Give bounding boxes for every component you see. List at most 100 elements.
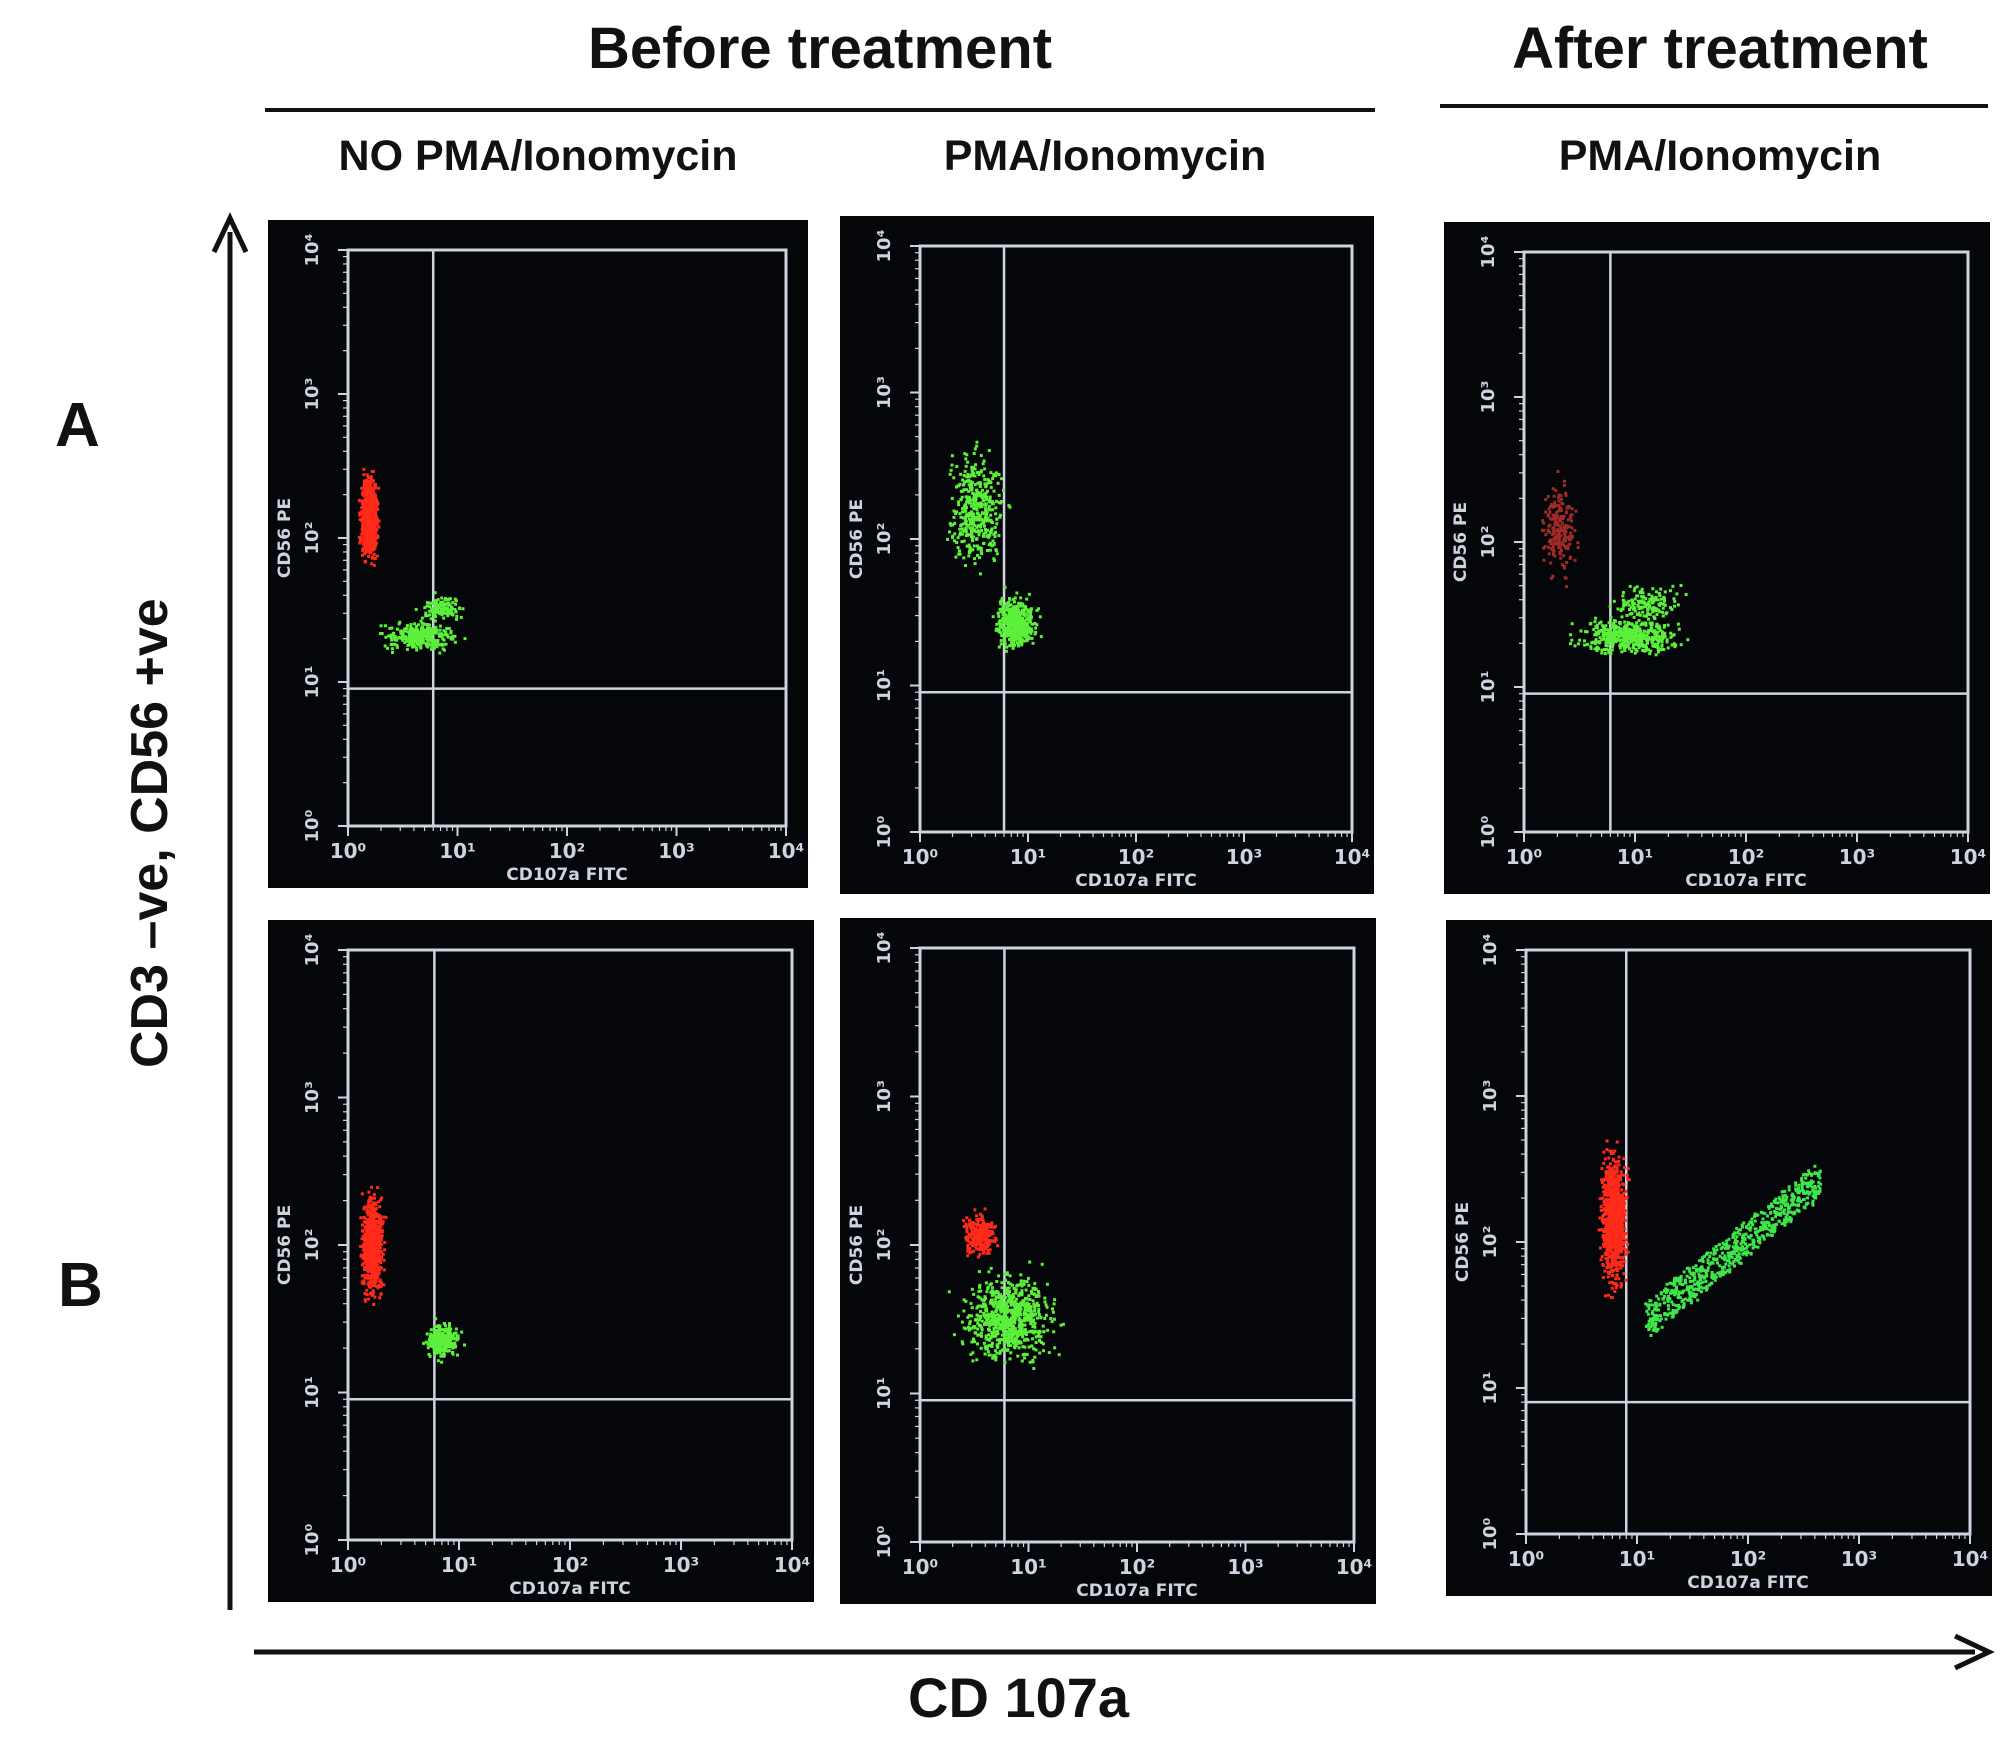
- event-dot: [984, 491, 988, 495]
- event-dot: [376, 1243, 380, 1247]
- event-dot: [1022, 1302, 1026, 1305]
- event-dot: [405, 639, 409, 643]
- event-dot: [365, 1267, 369, 1271]
- x-axis-title: CD107a FITC: [1685, 871, 1806, 891]
- event-dot: [991, 502, 995, 506]
- event-dot: [438, 628, 442, 632]
- event-dot: [434, 1317, 438, 1321]
- event-dot: [993, 1301, 996, 1305]
- event-dot: [989, 481, 993, 484]
- event-dot: [1663, 624, 1666, 627]
- event-dot: [961, 507, 965, 511]
- event-dot: [429, 636, 433, 639]
- column-header-pma-before: PMA/Ionomycin: [943, 132, 1267, 180]
- event-dot: [1565, 585, 1568, 589]
- event-dot: [436, 1350, 440, 1354]
- event-dot: [987, 504, 991, 508]
- event-dot: [964, 1222, 968, 1226]
- event-dot: [437, 634, 441, 638]
- event-dot: [978, 1231, 982, 1234]
- event-dot: [987, 1251, 991, 1255]
- event-dot: [1037, 1307, 1041, 1311]
- event-dot: [1622, 641, 1626, 645]
- event-dot: [1604, 638, 1608, 641]
- event-dot: [1007, 621, 1011, 625]
- event-dot: [971, 548, 975, 552]
- event-dot: [373, 1233, 377, 1237]
- event-dot: [986, 478, 990, 482]
- event-dot: [360, 527, 364, 531]
- event-dot: [1650, 607, 1654, 611]
- event-dot: [964, 1327, 968, 1331]
- event-dot: [968, 549, 972, 553]
- event-dot: [974, 1242, 978, 1246]
- event-dot: [1604, 631, 1608, 635]
- event-dot: [449, 637, 453, 641]
- event-dot: [1556, 523, 1560, 527]
- event-dot: [445, 1345, 448, 1349]
- event-dot: [419, 645, 423, 649]
- event-dot: [429, 1341, 433, 1345]
- event-dot: [1647, 592, 1651, 596]
- event-dot: [1594, 639, 1598, 643]
- event-dot: [361, 1248, 365, 1252]
- event-dot: [441, 1343, 444, 1346]
- event-dot: [984, 529, 988, 533]
- event-dot: [1619, 634, 1623, 638]
- event-dot: [972, 1292, 976, 1296]
- event-dot: [1014, 630, 1018, 634]
- event-dot: [379, 1257, 383, 1260]
- event-dot: [421, 641, 425, 645]
- event-dot: [1643, 636, 1646, 640]
- event-dot: [1032, 1302, 1036, 1306]
- event-dot: [434, 1331, 438, 1335]
- event-dot: [1557, 499, 1561, 503]
- event-dot: [417, 636, 420, 640]
- y-tick-label: 10⁴: [302, 233, 323, 266]
- event-dot: [1008, 614, 1012, 618]
- event-dot: [993, 525, 997, 529]
- event-dot: [984, 1240, 988, 1244]
- event-dot: [1672, 633, 1676, 637]
- event-dot: [389, 635, 393, 639]
- event-dot: [1037, 1332, 1041, 1336]
- event-dot: [371, 1201, 375, 1205]
- event-dot: [364, 548, 368, 551]
- event-dot: [1033, 1282, 1037, 1286]
- y-tick-label: 10²: [302, 1229, 323, 1262]
- event-dot: [986, 549, 989, 552]
- event-dot: [369, 1278, 373, 1282]
- event-dot: [969, 1301, 973, 1305]
- event-dot: [962, 1225, 966, 1228]
- event-dot: [983, 482, 987, 486]
- event-dot: [368, 1244, 372, 1248]
- x-tick-label: 10¹: [1010, 1555, 1047, 1579]
- event-dot: [1588, 622, 1592, 626]
- event-dot: [428, 643, 432, 647]
- event-dot: [952, 476, 956, 480]
- event-dot: [1554, 529, 1558, 533]
- event-dot: [448, 1343, 452, 1347]
- event-dot: [1014, 619, 1018, 623]
- event-dot: [1008, 1329, 1011, 1333]
- event-dot: [1010, 1294, 1013, 1298]
- event-dot: [1622, 628, 1626, 632]
- event-dot: [1000, 1286, 1004, 1290]
- event-dot: [1540, 528, 1544, 532]
- event-dot: [1553, 513, 1557, 517]
- event-dot: [989, 530, 992, 534]
- event-dot: [1007, 604, 1011, 608]
- event-dot: [974, 1244, 978, 1248]
- event-dot: [365, 507, 369, 511]
- event-dot: [1641, 644, 1645, 648]
- event-dot: [1564, 511, 1568, 514]
- event-dot: [1618, 622, 1622, 626]
- event-dot: [403, 627, 407, 631]
- event-dot: [991, 615, 995, 619]
- event-dot: [990, 1344, 994, 1348]
- event-dot: [1609, 637, 1613, 641]
- event-dot: [1621, 631, 1625, 635]
- event-dot: [976, 1321, 980, 1325]
- event-dot: [1642, 595, 1646, 599]
- event-dot: [1543, 545, 1547, 549]
